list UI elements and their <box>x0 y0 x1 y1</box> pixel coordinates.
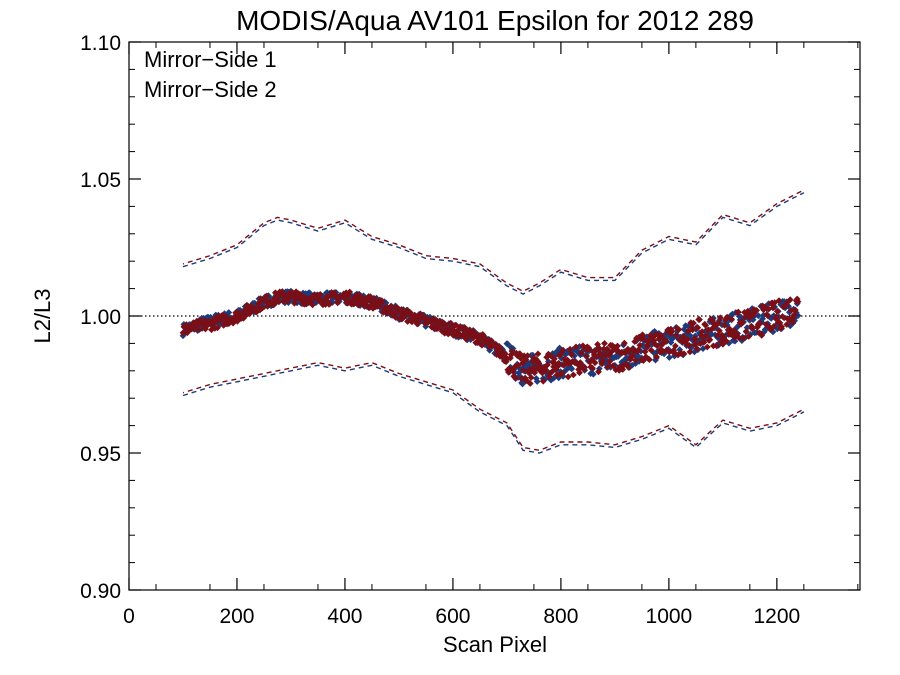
data-point <box>764 312 772 320</box>
envelope-lower-line <box>182 364 805 454</box>
series-layer <box>179 189 805 454</box>
data-point <box>679 332 687 340</box>
data-point <box>641 348 649 356</box>
data-point <box>632 357 639 364</box>
data-point <box>665 354 673 361</box>
series-points-mirror-side-2 <box>179 288 802 387</box>
data-point <box>692 336 700 343</box>
x-tick-label: 200 <box>219 605 254 628</box>
data-point <box>263 292 271 300</box>
legend: Mirror−Side 1 Mirror−Side 2 <box>144 47 277 102</box>
y-tick-label: 1.00 <box>80 306 121 329</box>
data-point <box>196 326 203 333</box>
data-point <box>512 374 519 381</box>
x-tick-label: 400 <box>327 605 362 628</box>
data-point <box>316 291 324 298</box>
data-point <box>214 324 221 332</box>
y-tick-labels: 0.90 0.95 1.00 1.05 1.10 <box>80 32 121 603</box>
data-point <box>715 319 722 327</box>
data-point <box>356 292 364 299</box>
data-point <box>527 374 535 381</box>
data-point <box>542 366 550 374</box>
data-point <box>524 352 531 360</box>
x-tick-label: 1000 <box>646 605 693 628</box>
series-envelope-mirror-side-2 <box>182 189 805 452</box>
data-point <box>275 298 283 306</box>
x-tick-label: 800 <box>543 605 578 628</box>
data-point <box>559 346 567 354</box>
data-point <box>531 369 538 377</box>
data-point <box>703 343 711 351</box>
data-point <box>787 307 795 314</box>
plot-area <box>128 41 861 591</box>
data-point <box>716 314 724 322</box>
legend-entry-mirror-side-2: Mirror−Side 2 <box>144 77 277 102</box>
data-point <box>309 301 316 309</box>
series-envelope-mirror-side-1 <box>182 192 805 454</box>
data-point <box>694 324 702 332</box>
data-point <box>379 298 386 306</box>
data-point <box>770 323 778 330</box>
data-point <box>599 357 607 365</box>
data-point <box>745 333 753 340</box>
data-point <box>791 311 798 318</box>
y-tick-label: 1.05 <box>80 169 121 192</box>
x-axis-label: Scan Pixel <box>443 632 547 657</box>
data-point <box>504 340 512 348</box>
data-point <box>548 368 556 376</box>
data-point <box>225 309 233 316</box>
data-point <box>179 329 187 337</box>
data-point <box>735 334 743 342</box>
envelope-upper-line <box>182 189 805 293</box>
data-point <box>519 367 527 374</box>
data-point <box>698 328 706 335</box>
x-tick-labels: 0 200 400 600 800 1000 1200 <box>123 605 800 628</box>
data-point <box>713 342 721 350</box>
data-point <box>722 337 730 345</box>
y-tick-label: 0.95 <box>80 443 121 466</box>
data-point <box>783 321 791 328</box>
data-point <box>259 304 266 312</box>
envelope-upper-line <box>182 192 805 295</box>
data-point <box>689 326 696 334</box>
data-point <box>740 334 747 342</box>
x-tick-label: 1200 <box>753 605 800 628</box>
data-point <box>595 345 603 352</box>
data-point <box>721 321 728 329</box>
x-tick-label: 0 <box>123 605 135 628</box>
envelope-lower-line <box>182 361 805 452</box>
data-point <box>773 308 781 315</box>
legend-entry-mirror-side-1: Mirror−Side 1 <box>144 47 277 72</box>
data-point <box>597 351 605 359</box>
x-tick-label: 600 <box>435 605 470 628</box>
data-point <box>754 312 762 320</box>
data-point <box>753 307 760 314</box>
data-point <box>645 337 652 345</box>
data-point <box>702 321 709 329</box>
data-point <box>589 370 597 378</box>
chart-title: MODIS/Aqua AV101 Epsilon for 2012 289 <box>236 5 754 36</box>
data-point <box>778 323 785 331</box>
y-tick-label: 0.90 <box>80 580 121 603</box>
data-point <box>675 326 683 333</box>
y-axis-label: L2/L3 <box>30 288 55 343</box>
data-point <box>603 345 611 353</box>
ticks-layer <box>128 41 860 591</box>
data-point <box>326 300 334 308</box>
data-point <box>789 318 797 326</box>
y-tick-label: 1.10 <box>80 32 121 55</box>
